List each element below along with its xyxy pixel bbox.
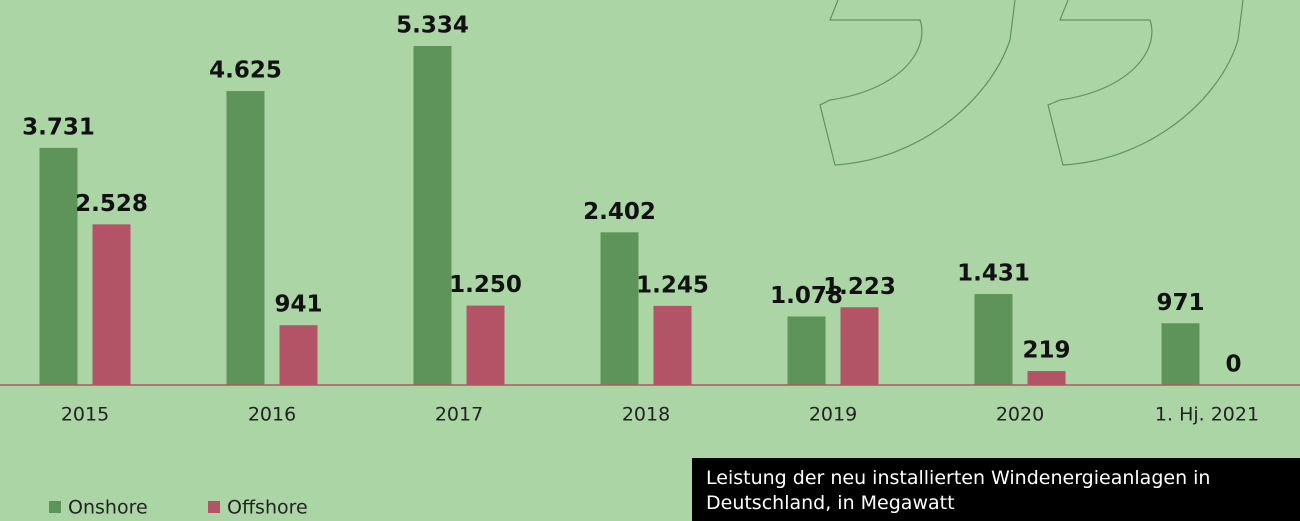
- bar: [40, 148, 78, 385]
- value-label: 2.528: [75, 191, 148, 217]
- x-tick-label: 2020: [996, 404, 1044, 426]
- value-label: 1.250: [449, 272, 522, 298]
- value-label: 0: [1225, 352, 1241, 378]
- x-tick-label: 2019: [809, 404, 857, 426]
- value-label: 4.625: [209, 58, 282, 84]
- value-label: 219: [1022, 338, 1070, 364]
- legend-swatch: [49, 501, 61, 513]
- quote-decoration: [820, 0, 1243, 165]
- bar: [788, 316, 826, 385]
- value-label: 1.431: [957, 261, 1030, 287]
- value-label: 941: [274, 292, 322, 318]
- bar: [280, 325, 318, 385]
- chart: 2015 3.731 2.528 2016 4.625 941 2017 5.334 1.250…: [0, 0, 1300, 521]
- x-tick-label: 2017: [435, 404, 483, 426]
- legend-swatch: [208, 501, 220, 513]
- bar: [654, 306, 692, 385]
- legend-label: Offshore: [227, 497, 308, 519]
- value-label: 5.334: [396, 13, 469, 39]
- legend-label: Onshore: [68, 497, 148, 519]
- x-tick-label: 2018: [622, 404, 670, 426]
- caption: Leistung der neu installierten Windenerg…: [692, 458, 1300, 521]
- x-tick-label: 2015: [61, 404, 109, 426]
- bar: [467, 306, 505, 385]
- page: 2015 3.731 2.528 2016 4.625 941 2017 5.334 1.250…: [0, 0, 1300, 521]
- value-label: 2.402: [583, 199, 656, 225]
- x-tick-label: 1. Hj. 2021: [1155, 404, 1259, 426]
- value-label: 3.731: [22, 114, 95, 140]
- bar: [841, 307, 879, 385]
- x-tick-label: 2016: [248, 404, 296, 426]
- value-label: 1.245: [636, 272, 709, 298]
- bar: [601, 232, 639, 385]
- bar: [227, 91, 265, 385]
- value-label: 1.223: [823, 274, 896, 300]
- bar: [414, 46, 452, 385]
- bar: [1162, 323, 1200, 385]
- bar: [1028, 371, 1066, 385]
- value-label: 971: [1156, 290, 1204, 316]
- bar: [975, 294, 1013, 385]
- bar: [93, 224, 131, 385]
